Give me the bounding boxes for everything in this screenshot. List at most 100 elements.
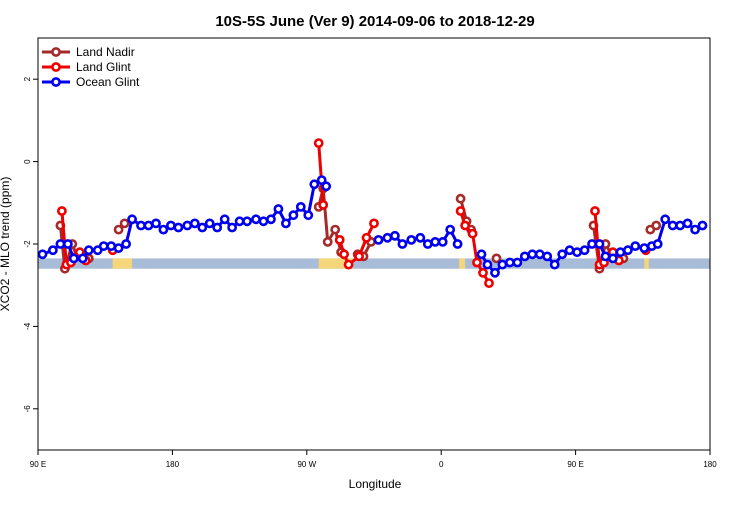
- data-point-ocean-glint: [527, 249, 538, 260]
- data-point-ocean-glint: [557, 249, 568, 260]
- data-point-ocean-glint: [280, 218, 291, 229]
- land-band-segment: [112, 258, 133, 269]
- y-tick-label: -6: [23, 405, 32, 413]
- y-tick-label: 2: [23, 76, 32, 81]
- x-tick-label: 180: [166, 460, 180, 469]
- data-point-ocean-glint: [504, 257, 515, 268]
- data-point-ocean-glint: [587, 239, 597, 249]
- data-point-ocean-glint: [321, 181, 332, 192]
- data-point-land-glint: [484, 278, 494, 288]
- land-band-segment: [318, 258, 354, 269]
- data-point-ocean-glint: [288, 210, 299, 221]
- data-point-land-glint: [467, 228, 478, 239]
- data-point-land-nadir: [322, 236, 333, 247]
- data-point-land-nadir: [491, 253, 502, 264]
- data-point-ocean-glint: [406, 234, 417, 245]
- data-point-land-glint: [343, 259, 354, 270]
- data-point-ocean-glint: [682, 218, 693, 229]
- data-point-ocean-glint: [623, 245, 633, 256]
- ocean-band: [38, 258, 710, 269]
- data-point-ocean-glint: [652, 239, 663, 249]
- legend-item-ocean-glint: Ocean Glint: [42, 75, 140, 89]
- data-point-ocean-glint: [490, 267, 500, 278]
- legend-item-land-glint: Land Glint: [42, 60, 131, 74]
- data-point-land-glint: [369, 218, 379, 229]
- data-point-land-glint: [478, 267, 488, 278]
- data-point-ocean-glint: [258, 216, 269, 227]
- data-point-land-glint: [334, 234, 345, 245]
- data-point-land-nadir: [119, 218, 130, 229]
- y-tick-label: -2: [23, 240, 32, 248]
- data-point-ocean-glint: [83, 245, 94, 256]
- y-tick-label: -4: [23, 322, 32, 330]
- data-point-ocean-glint: [48, 245, 58, 256]
- data-point-ocean-glint: [55, 239, 66, 249]
- data-point-ocean-glint: [309, 179, 320, 190]
- x-axis: 90 E 180 90 W 0 90 E 180: [30, 450, 717, 469]
- data-point-ocean-glint: [63, 239, 73, 249]
- data-point-ocean-glint: [397, 239, 408, 249]
- y-tick-label: 0: [23, 159, 32, 164]
- data-point-ocean-glint: [127, 214, 137, 225]
- data-point-land-nadir: [330, 224, 341, 235]
- data-point-ocean-glint: [497, 259, 508, 270]
- data-point-ocean-glint: [382, 232, 393, 243]
- data-point-ocean-glint: [98, 241, 109, 251]
- data-point-land-glint: [339, 249, 349, 260]
- data-point-ocean-glint: [219, 214, 230, 225]
- x-tick-label: 90 E: [567, 460, 583, 469]
- data-point-ocean-glint: [234, 216, 245, 227]
- series-line-land-glint: [317, 142, 325, 206]
- data-point-ocean-glint: [445, 224, 456, 235]
- data-point-land-nadir: [113, 224, 124, 235]
- data-point-ocean-glint: [68, 253, 79, 264]
- x-tick-label: 90 E: [30, 460, 46, 469]
- land-band-segment: [644, 258, 649, 269]
- data-point-land-nadir: [455, 193, 466, 204]
- data-point-ocean-glint: [579, 245, 590, 256]
- data-point-ocean-glint: [675, 220, 685, 231]
- legend-label: Land Glint: [76, 60, 131, 74]
- land-band-segment: [459, 258, 466, 269]
- data-point-ocean-glint: [415, 232, 426, 243]
- land-ocean-band: [38, 258, 710, 269]
- data-point-ocean-glint: [316, 175, 327, 185]
- data-point-land-glint: [313, 138, 324, 148]
- data-point-ocean-glint: [639, 243, 650, 253]
- data-point-ocean-glint: [227, 222, 237, 233]
- data-point-ocean-glint: [212, 222, 223, 233]
- data-point-ocean-glint: [295, 201, 306, 212]
- data-point-ocean-glint: [476, 249, 487, 260]
- legend-marker: [51, 47, 61, 57]
- data-point-ocean-glint: [136, 220, 146, 231]
- data-point-ocean-glint: [182, 220, 193, 231]
- data-point-land-glint: [590, 206, 600, 216]
- data-point-land-glint: [472, 257, 482, 268]
- data-point-ocean-glint: [437, 236, 448, 247]
- data-point-ocean-glint: [37, 249, 48, 260]
- data-point-ocean-glint: [594, 239, 605, 249]
- x-tick-label: 90 W: [297, 460, 316, 469]
- data-point-ocean-glint: [615, 247, 626, 258]
- legend-item-land-nadir: Land Nadir: [42, 45, 135, 59]
- data-point-land-glint: [354, 251, 364, 262]
- data-point-ocean-glint: [266, 214, 276, 225]
- data-point-land-glint: [318, 199, 329, 210]
- data-point-ocean-glint: [452, 239, 463, 249]
- data-point-ocean-glint: [519, 251, 530, 262]
- data-point-land-nadir: [651, 220, 662, 231]
- y-axis: 2 0 -2 -4 -6: [23, 76, 38, 412]
- series-layer: [37, 138, 708, 288]
- data-point-ocean-glint: [430, 236, 441, 247]
- data-point-ocean-glint: [173, 222, 184, 233]
- data-point-ocean-glint: [690, 224, 700, 235]
- data-point-ocean-glint: [697, 220, 708, 231]
- data-point-ocean-glint: [542, 251, 553, 262]
- x-tick-label: 0: [439, 460, 444, 469]
- data-point-ocean-glint: [165, 220, 176, 231]
- data-point-ocean-glint: [630, 241, 641, 251]
- legend-marker: [51, 62, 61, 72]
